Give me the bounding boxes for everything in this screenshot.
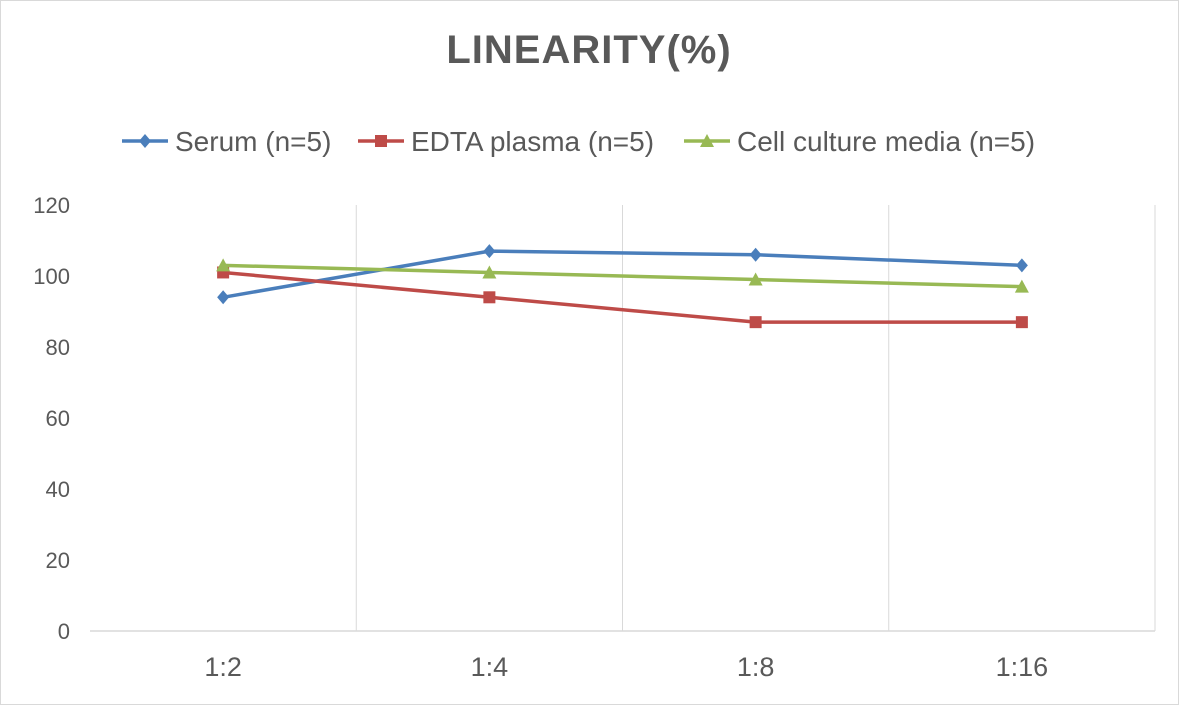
y-tick-label: 40 xyxy=(46,477,70,502)
y-tick-label: 120 xyxy=(33,193,70,218)
square-marker xyxy=(483,291,496,304)
series-group xyxy=(216,244,1029,329)
legend-label: Serum (n=5) xyxy=(175,126,331,157)
diamond-marker xyxy=(139,134,151,148)
diamond-marker xyxy=(749,247,762,262)
triangle-marker xyxy=(700,134,714,147)
series-line xyxy=(223,263,1022,289)
triangle-marker xyxy=(1014,279,1029,293)
legend-item: Serum (n=5) xyxy=(122,126,331,157)
x-tick-label: 1:8 xyxy=(737,652,775,682)
chart-title: LINEARITY(%) xyxy=(446,28,731,72)
y-tick-label: 80 xyxy=(46,335,70,360)
series-2 xyxy=(216,258,1029,293)
y-axis: 0 20 40 60 80 100 120 xyxy=(33,193,70,644)
diamond-marker xyxy=(1015,258,1028,273)
triangle-marker xyxy=(482,265,497,279)
x-tick-label: 1:2 xyxy=(204,652,242,682)
diamond-marker xyxy=(217,290,230,305)
x-axis: 1:2 1:4 1:8 1:16 xyxy=(204,652,1048,682)
triangle-marker xyxy=(748,272,763,286)
legend-label: EDTA plasma (n=5) xyxy=(411,126,654,157)
series-0 xyxy=(217,244,1028,305)
legend-item: Cell culture media (n=5) xyxy=(684,126,1035,157)
legend-label: Cell culture media (n=5) xyxy=(737,126,1035,157)
diamond-marker xyxy=(483,244,496,259)
square-marker xyxy=(749,316,762,329)
y-tick-label: 20 xyxy=(46,548,70,573)
x-tick-label: 1:16 xyxy=(996,652,1049,682)
y-tick-label: 100 xyxy=(33,264,70,289)
y-tick-label: 0 xyxy=(58,619,70,644)
series-line xyxy=(222,270,1022,324)
x-tick-label: 1:4 xyxy=(471,652,509,682)
y-tick-label: 60 xyxy=(46,406,70,431)
legend-item: EDTA plasma (n=5) xyxy=(358,126,654,157)
legend: Serum (n=5) EDTA plasma (n=5) Cell culture… xyxy=(122,126,1035,157)
triangle-marker xyxy=(216,258,231,272)
gridlines xyxy=(90,205,1156,632)
series-1 xyxy=(217,266,1028,329)
series-line xyxy=(222,249,1022,300)
square-marker xyxy=(375,135,387,147)
square-marker xyxy=(1015,316,1028,329)
